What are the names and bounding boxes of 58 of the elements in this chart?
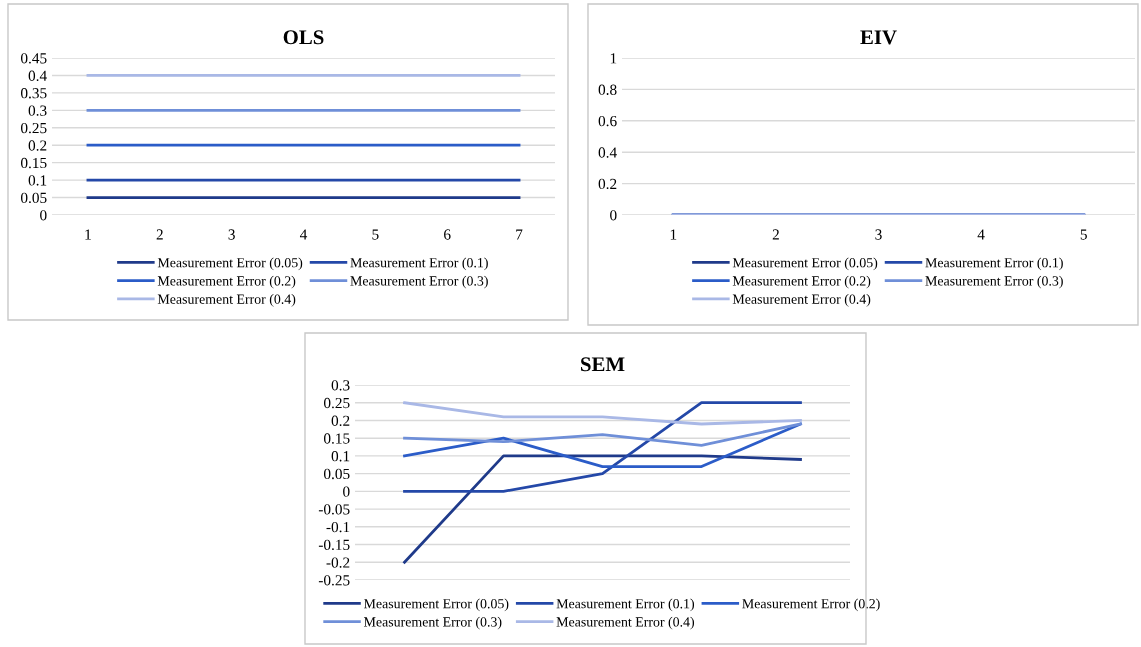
y-tick-label: 0 — [610, 210, 617, 221]
legend-label: Measurement Error (0.3) — [363, 616, 502, 630]
y-tick-label: 0.2 — [28, 140, 47, 151]
x-tick-label: 2 — [772, 229, 779, 240]
y-tick-label: 0 — [40, 210, 47, 221]
legend-label: Measurement Error (0.1) — [556, 598, 695, 612]
x-tick-label: 3 — [228, 229, 235, 240]
chart-title: OLS — [283, 30, 324, 45]
y-tick-label: 0.1 — [28, 175, 47, 186]
chart-title: EIV — [860, 30, 897, 45]
y-tick-label: -0.15 — [318, 539, 350, 551]
y-tick-label: 0.15 — [20, 157, 47, 169]
y-tick-label: -0.05 — [318, 504, 350, 515]
x-tick-label: 2 — [156, 229, 163, 240]
legend-label: Measurement Error (0.05) — [363, 598, 509, 612]
legend-label: Measurement Error (0.3) — [925, 275, 1063, 289]
y-tick-label: 0.05 — [20, 192, 47, 204]
legend-label: Measurement Error (0.1) — [925, 257, 1063, 271]
y-tick-label: -0.25 — [318, 575, 350, 586]
x-tick-label: 1 — [670, 229, 677, 240]
y-tick-label: -0.2 — [326, 557, 350, 568]
legend-label: Measurement Error (0.2) — [157, 275, 296, 289]
y-tick-label: 1 — [610, 53, 617, 64]
x-tick-label: 1 — [85, 229, 91, 240]
legend-label: Measurement Error (0.4) — [732, 294, 871, 307]
legend-label: Measurement Error (0.2) — [732, 275, 871, 289]
legend-label: Measurement Error (0.05) — [157, 257, 303, 271]
x-tick-label: 6 — [444, 229, 451, 240]
y-tick-label: 0.15 — [323, 433, 350, 444]
y-tick-label: 0 — [343, 486, 350, 497]
y-tick-label: 0.05 — [323, 468, 350, 480]
y-tick-label: 0.4 — [598, 147, 617, 158]
y-tick-label: 0.6 — [598, 115, 617, 127]
x-tick-label: 3 — [875, 229, 882, 240]
x-tick-label: 5 — [1080, 229, 1087, 240]
y-tick-label: 0.1 — [331, 451, 350, 462]
y-tick-label: 0.25 — [20, 122, 47, 134]
x-tick-label: 7 — [516, 229, 523, 240]
y-tick-label: 0.35 — [20, 88, 47, 99]
legend-label: Measurement Error (0.2) — [742, 598, 880, 612]
x-tick-label: 4 — [299, 229, 308, 240]
y-tick-label: 0.3 — [331, 380, 350, 391]
y-tick-label: 0.2 — [598, 178, 617, 190]
legend-label: Measurement Error (0.4) — [556, 616, 695, 630]
y-tick-label: 0.45 — [20, 53, 47, 64]
legend-label: Measurement Error (0.1) — [350, 257, 488, 271]
y-tick-label: 0.2 — [331, 415, 350, 426]
legend-label: Measurement Error (0.4) — [157, 294, 296, 307]
y-tick-label: 0.4 — [28, 70, 47, 81]
y-tick-label: 0.25 — [323, 397, 350, 409]
legend-label: Measurement Error (0.05) — [732, 257, 878, 271]
y-tick-label: -0.1 — [326, 521, 350, 533]
y-tick-label: 0.3 — [28, 105, 47, 116]
legend-label: Measurement Error (0.3) — [350, 275, 488, 289]
x-tick-label: 4 — [977, 229, 985, 240]
chart-title: SEM — [581, 357, 625, 372]
x-tick-label: 5 — [372, 229, 379, 240]
y-tick-label: 0.8 — [598, 84, 617, 95]
